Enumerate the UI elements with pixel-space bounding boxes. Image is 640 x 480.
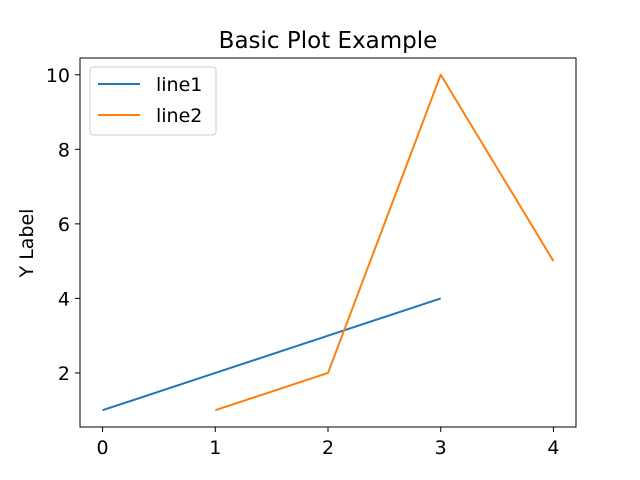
y-tick-label: 8 [58,139,70,161]
y-tick-label: 6 [58,214,70,236]
chart-title: Basic Plot Example [219,28,438,54]
y-axis-label: Y Label [16,209,38,279]
plot-area: 0 1 2 3 4 2 4 6 8 10 line1 line2 [46,57,577,459]
legend-label-line2: line2 [156,105,202,127]
y-tick-label: 4 [58,288,70,310]
x-tick-label: 4 [547,437,559,459]
x-tick-label: 2 [322,437,334,459]
x-tick-label: 3 [435,437,447,459]
x-tick-label: 0 [96,437,108,459]
series-line-line1 [102,297,442,412]
series-line-line2 [214,73,555,412]
legend-label-line1: line1 [156,74,202,96]
x-tick-label: 1 [209,437,221,459]
y-tick-label: 2 [58,363,70,385]
y-tick-label: 10 [46,65,70,87]
